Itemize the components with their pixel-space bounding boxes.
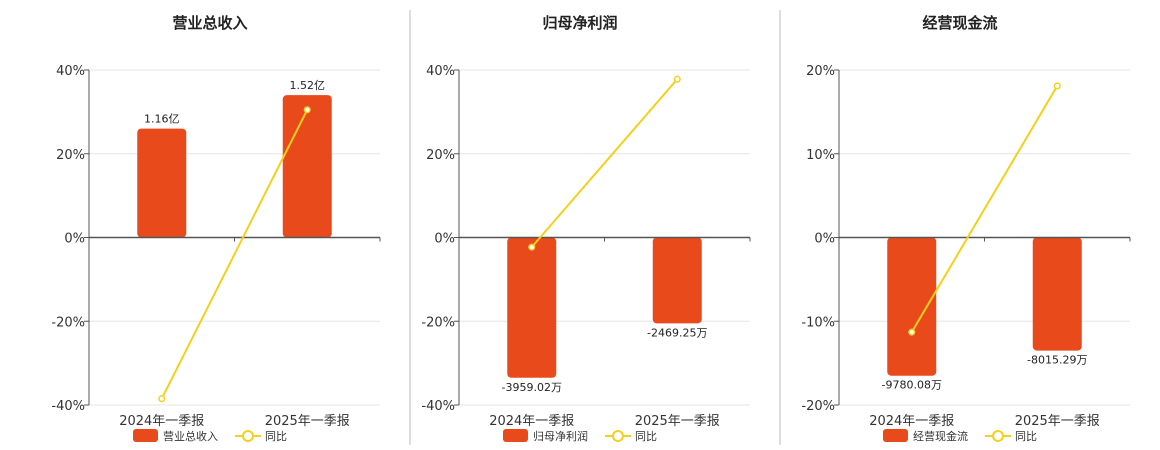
legend-swatch-bar	[503, 429, 528, 442]
x-category-label: 2024年一季报	[489, 414, 574, 429]
bar-data-label: -3959.02万	[502, 381, 562, 394]
bar-data-label: -2469.25万	[647, 326, 707, 339]
chart-1: 营业总收入 40% 20% 0% -20% -40% 1.16亿 1.52亿 2024年一季报 2…	[51, 14, 381, 443]
legend-swatch-bar	[883, 429, 908, 442]
y-tick-label: 40%	[426, 64, 455, 79]
yoy-line	[160, 109, 309, 400]
yoy-point	[528, 243, 536, 251]
legend: 营业总收入 同比	[133, 429, 287, 443]
x-category-label: 2025年一季报	[265, 414, 350, 429]
y-tick-label: -40%	[51, 399, 85, 414]
legend-label-line: 同比	[1015, 430, 1037, 443]
bar-data-label: -9780.08万	[882, 379, 942, 392]
y-tick-label: 20%	[426, 148, 455, 163]
y-tick-label: 0%	[64, 232, 85, 247]
bar	[1032, 237, 1082, 351]
bar	[887, 237, 937, 376]
y-tick-label: 0%	[434, 232, 455, 247]
y-tick-label: -10%	[801, 315, 835, 330]
chart-3: 经营现金流 20% 10% 0% -10% -20% -9780.08万 -8015.29万 2…	[801, 14, 1131, 443]
yoy-line	[530, 78, 679, 248]
legend: 归母净利润 同比	[503, 429, 657, 443]
x-category-label: 2025年一季报	[1015, 414, 1100, 429]
x-category-label: 2024年一季报	[869, 414, 954, 429]
chart-2: 归母净利润 40% 20% 0% -20% -40% -3959.02万 -2469.25万 2…	[421, 14, 751, 443]
yoy-point	[673, 75, 681, 83]
bar-data-label: -8015.29万	[1027, 354, 1087, 367]
y-tick-label: 10%	[806, 148, 835, 163]
bar	[137, 128, 187, 238]
yoy-point	[1053, 82, 1061, 90]
y-tick-label: -20%	[801, 399, 835, 414]
bar-data-label: 1.52亿	[290, 79, 326, 92]
yoy-point	[158, 395, 166, 403]
legend-label-line: 同比	[635, 430, 657, 443]
y-tick-label: -20%	[51, 315, 85, 330]
chart-title: 经营现金流	[922, 14, 997, 32]
y-tick-label: 20%	[806, 64, 835, 79]
legend-swatch-point	[992, 430, 1004, 442]
y-tick-label: 20%	[56, 148, 85, 163]
legend-swatch-bar	[133, 429, 158, 442]
legend-label-bar: 经营现金流	[913, 429, 968, 443]
chart-title: 归母净利润	[542, 14, 617, 32]
chart-title: 营业总收入	[172, 14, 247, 32]
legend-swatch-point	[242, 430, 254, 442]
x-category-label: 2025年一季报	[635, 414, 720, 429]
y-tick-label: -20%	[421, 315, 455, 330]
yoy-line	[910, 85, 1059, 333]
yoy-point	[908, 328, 916, 336]
bar	[507, 237, 557, 378]
x-category-label: 2024年一季报	[119, 414, 204, 429]
bar	[282, 95, 332, 238]
yoy-point	[303, 106, 311, 114]
legend-label-bar: 营业总收入	[163, 429, 218, 443]
bar-data-label: 1.16亿	[144, 113, 180, 126]
y-tick-label: -40%	[421, 399, 455, 414]
bar	[652, 237, 702, 324]
legend-label-bar: 归母净利润	[533, 429, 588, 443]
legend-swatch-point	[612, 430, 624, 442]
y-tick-label: 40%	[56, 64, 85, 79]
legend: 经营现金流 同比	[883, 429, 1037, 443]
y-tick-label: 0%	[814, 232, 835, 247]
legend-label-line: 同比	[265, 430, 287, 443]
